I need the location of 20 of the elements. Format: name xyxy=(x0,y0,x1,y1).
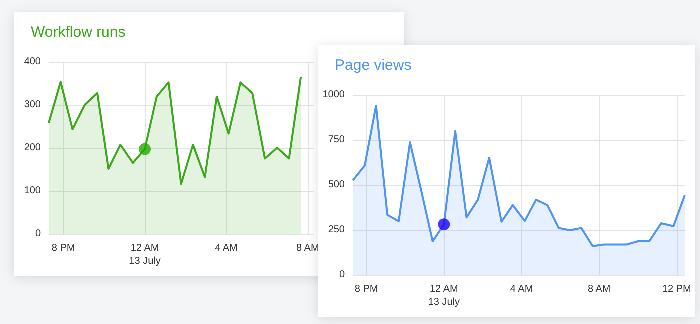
y-tick-label: 0 xyxy=(35,228,42,240)
y-tick-label: 100 xyxy=(24,186,42,196)
y-tick-label: 0 xyxy=(339,270,346,280)
y-tick-label: 400 xyxy=(24,56,42,68)
x-tick-label: 12 AM 13 July xyxy=(129,243,161,267)
x-tick-label: 8 PM xyxy=(52,243,76,254)
x-tick-label: 4 AM xyxy=(510,284,534,295)
x-tick-label: 12 AM 13 July xyxy=(428,284,460,308)
y-tick-label: 1000 xyxy=(322,90,346,100)
x-tick-label: 4 AM xyxy=(215,243,238,254)
y-tick-label: 250 xyxy=(328,224,346,236)
x-tick-label: 12 PM xyxy=(662,284,692,295)
y-tick-label: 300 xyxy=(24,100,42,110)
chart-title: Workflow runs xyxy=(31,24,126,41)
x-tick-label: 8 PM xyxy=(354,284,378,295)
x-tick-label: 8 AM xyxy=(588,284,611,295)
y-tick-label: 750 xyxy=(328,134,346,146)
chart-title: Page views xyxy=(335,57,412,74)
y-tick-label: 200 xyxy=(24,142,42,154)
y-tick-label: 500 xyxy=(328,180,346,190)
